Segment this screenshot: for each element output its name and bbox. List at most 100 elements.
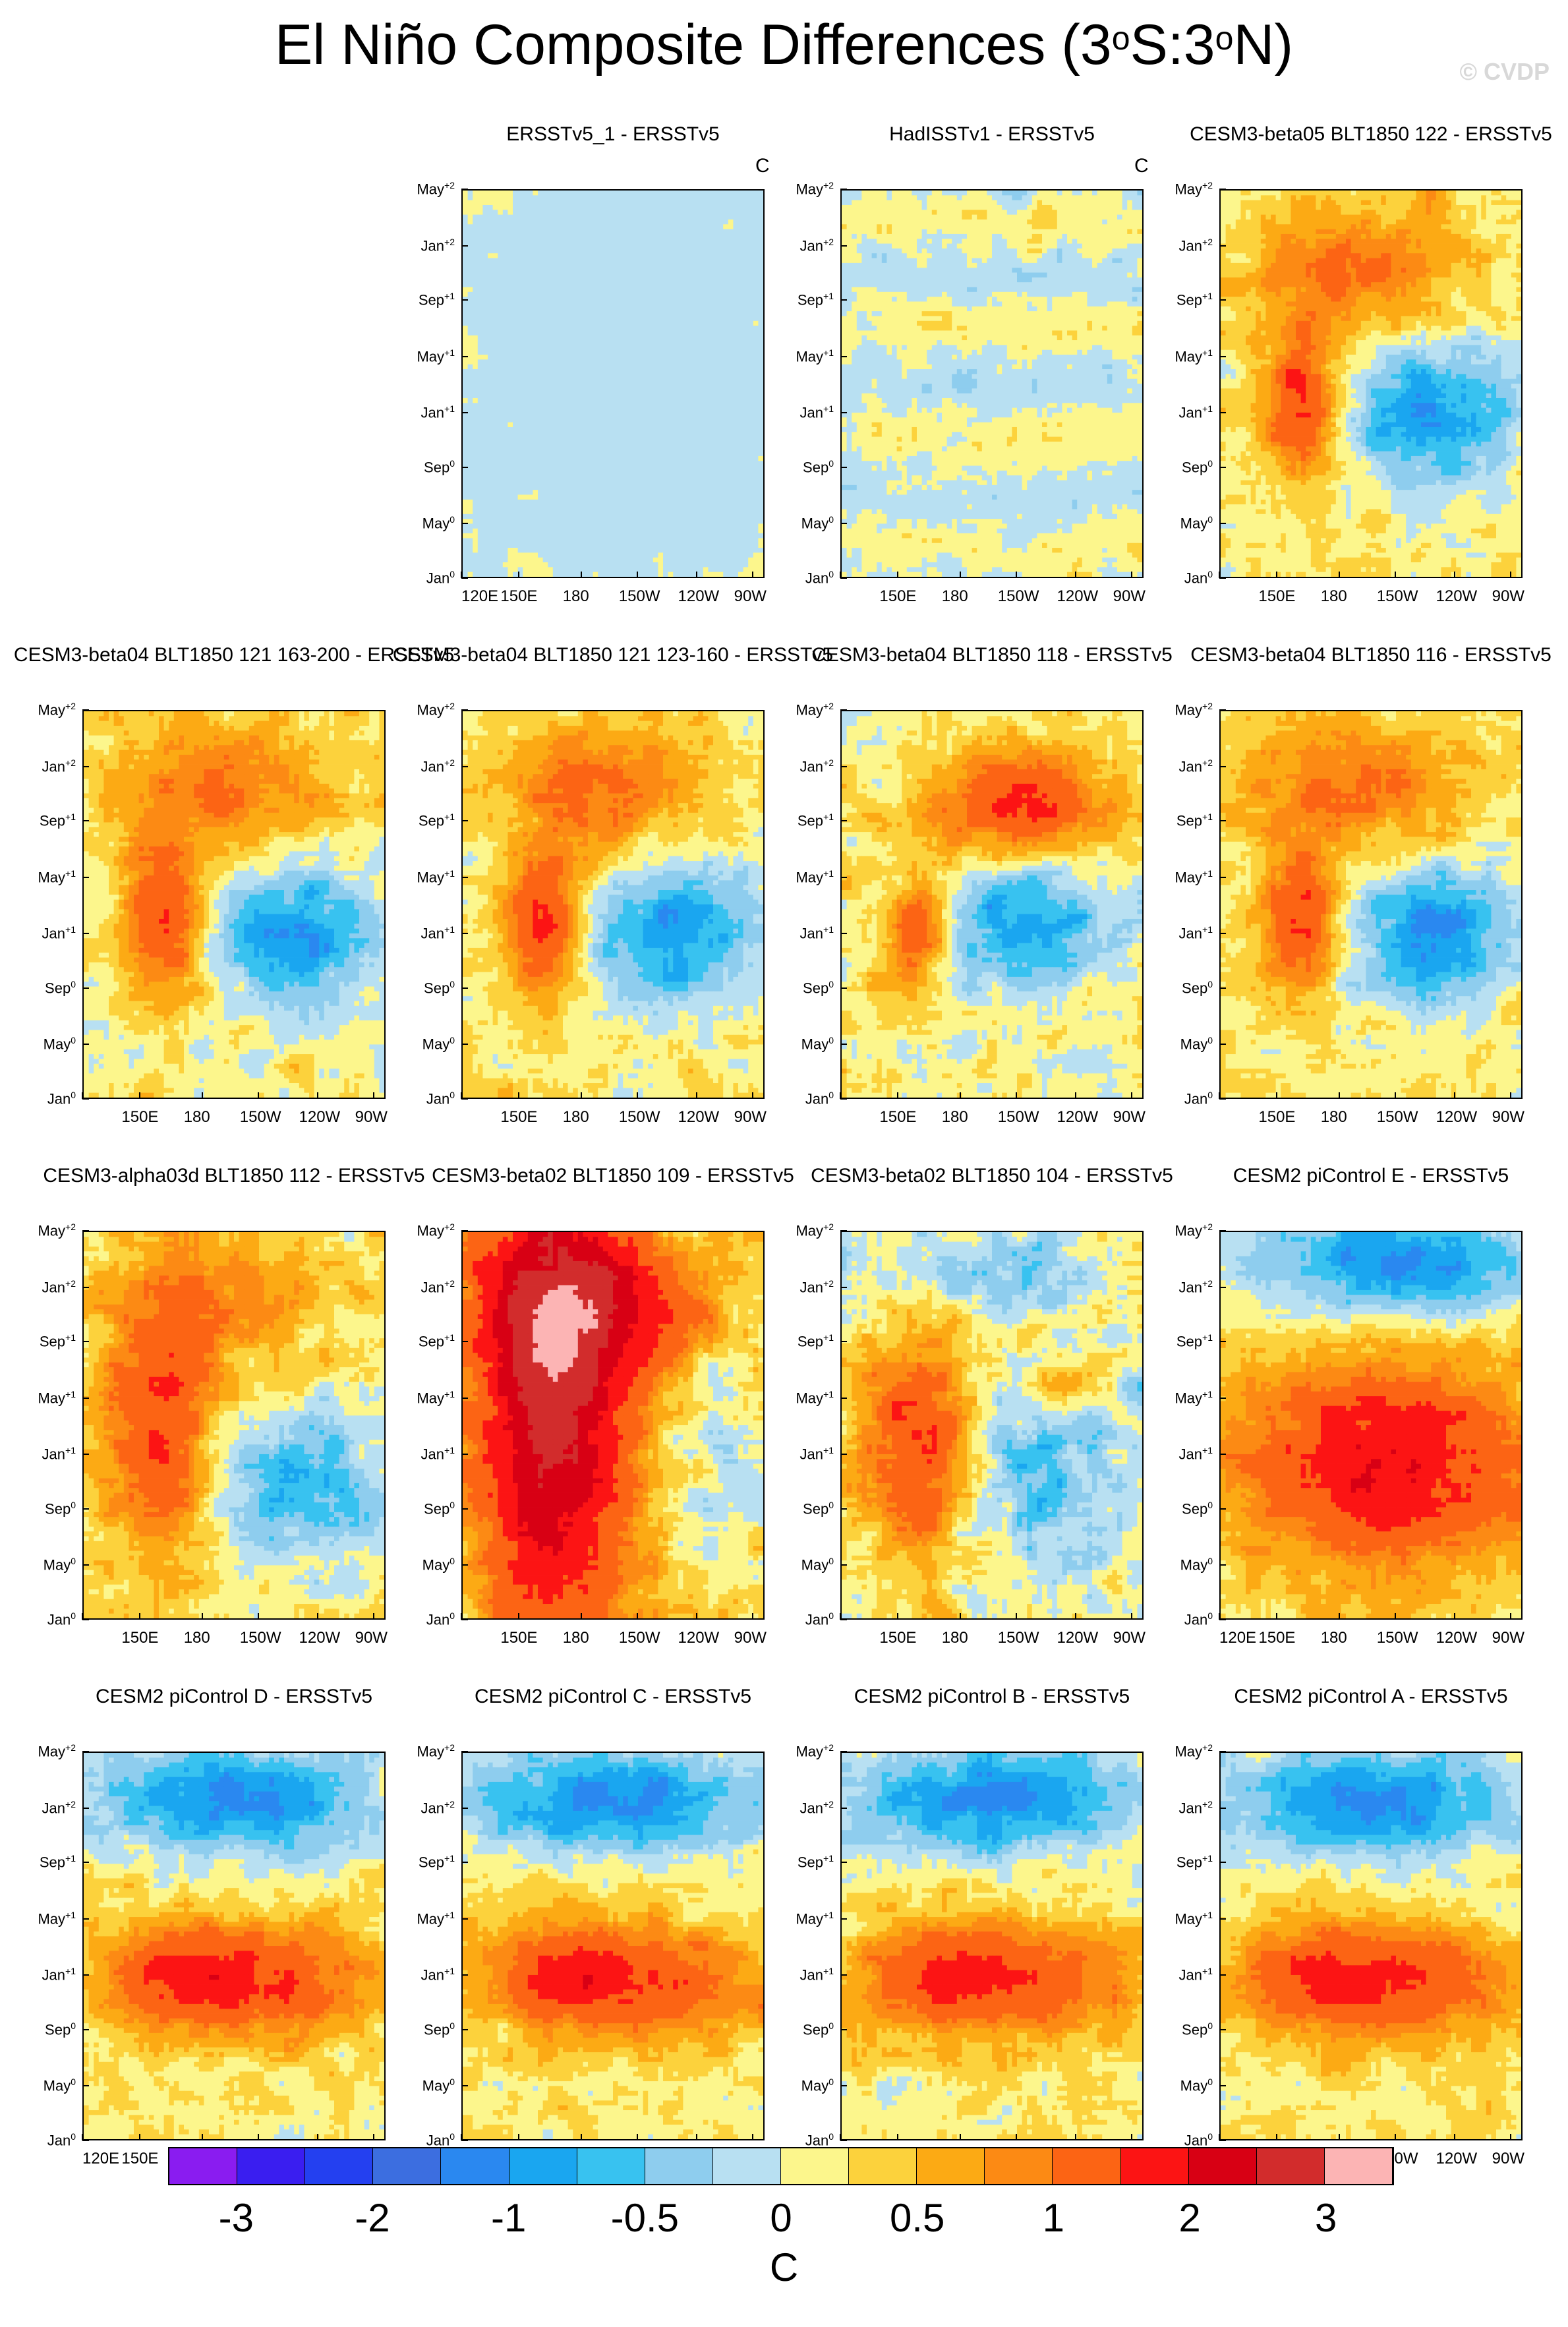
heatmap-cell <box>748 263 753 268</box>
heatmap-cell <box>703 244 709 249</box>
heatmap-cell <box>678 500 683 505</box>
heatmap-cell <box>758 514 763 519</box>
heatmap-cell <box>533 234 538 239</box>
heatmap-cell <box>573 481 578 486</box>
heatmap-cell <box>618 475 624 481</box>
heatmap-cell <box>543 442 548 447</box>
heatmap-cell <box>588 215 593 220</box>
heatmap-cell <box>668 191 674 196</box>
heatmap-cell <box>708 384 713 389</box>
heatmap-cell <box>473 432 478 437</box>
heatmap-cell <box>523 345 528 350</box>
heatmap-cell <box>733 321 738 326</box>
heatmap-cell <box>578 432 583 437</box>
heatmap-cell <box>713 533 718 539</box>
heatmap-cell <box>533 485 538 490</box>
heatmap-cell <box>503 533 508 539</box>
heatmap-cell <box>593 423 598 428</box>
heatmap-cell <box>703 538 709 543</box>
heatmap-cell <box>623 529 628 534</box>
heatmap-cell <box>678 543 683 548</box>
heatmap-cell <box>498 494 503 500</box>
heatmap-cell <box>598 417 603 423</box>
heatmap-cell <box>658 432 663 437</box>
heatmap-cell <box>493 379 498 384</box>
heatmap-cell <box>673 330 678 336</box>
heatmap-cell <box>468 215 473 220</box>
heatmap-cell <box>573 258 578 264</box>
heatmap-cell <box>638 297 643 302</box>
heatmap-cell <box>523 287 528 293</box>
heatmap-cell <box>482 408 488 413</box>
heatmap-cell <box>693 215 699 220</box>
heatmap-cell <box>563 423 568 428</box>
heatmap-cell <box>538 538 543 543</box>
heatmap-cell <box>583 359 588 365</box>
heatmap-cell <box>643 485 649 490</box>
heatmap-cell <box>548 461 553 466</box>
heatmap-cell <box>463 258 468 264</box>
heatmap-cell <box>693 249 699 254</box>
heatmap-cell <box>523 427 528 432</box>
heatmap-cell <box>688 215 693 220</box>
heatmap-cell <box>718 533 724 539</box>
heatmap-cell <box>468 292 473 297</box>
heatmap-cell <box>608 350 613 355</box>
heatmap-cell <box>503 529 508 534</box>
heatmap-cell <box>598 538 603 543</box>
heatmap-cell <box>738 195 743 200</box>
heatmap-cell <box>553 388 558 394</box>
heatmap-cell <box>493 504 498 510</box>
heatmap-cell <box>698 379 703 384</box>
heatmap-cell <box>758 355 763 360</box>
heatmap-cell <box>643 229 649 235</box>
heatmap-cell <box>498 485 503 490</box>
heatmap-cell <box>658 552 663 558</box>
heatmap-cell <box>748 374 753 379</box>
heatmap-cell <box>538 504 543 510</box>
heatmap-cell <box>533 340 538 345</box>
heatmap-cell <box>598 562 603 568</box>
heatmap-cell <box>678 205 683 210</box>
heatmap-cell <box>623 432 628 437</box>
heatmap-cell <box>478 191 483 196</box>
heatmap-cell <box>618 311 624 316</box>
heatmap-cell <box>703 548 709 553</box>
heatmap-cell <box>758 384 763 389</box>
heatmap-cell <box>608 529 613 534</box>
heatmap-cell <box>733 307 738 312</box>
heatmap-cell <box>493 523 498 529</box>
heatmap-cell <box>558 427 563 432</box>
heatmap-cell <box>663 355 668 360</box>
heatmap-cell <box>583 258 588 264</box>
heatmap-cell <box>698 523 703 529</box>
heatmap-cell <box>533 326 538 331</box>
heatmap-cell <box>573 388 578 394</box>
heatmap-cell <box>508 336 513 341</box>
heatmap-cell <box>628 437 633 442</box>
heatmap-cell <box>528 297 533 302</box>
heatmap-cell <box>608 268 613 273</box>
heatmap-cell <box>488 456 493 461</box>
heatmap-cell <box>668 552 674 558</box>
heatmap-cell <box>613 533 618 539</box>
heatmap-cell <box>503 340 508 345</box>
heatmap-cell <box>523 500 528 505</box>
heatmap-cell <box>633 249 638 254</box>
heatmap-cell <box>573 355 578 360</box>
heatmap-cell <box>568 494 573 500</box>
heatmap-cell <box>668 234 674 239</box>
heatmap-cell <box>468 408 473 413</box>
heatmap-cell <box>498 374 503 379</box>
heatmap-cell <box>708 200 713 206</box>
heatmap-cell <box>658 548 663 553</box>
heatmap-cell <box>473 408 478 413</box>
heatmap-cell <box>553 253 558 258</box>
heatmap-cell <box>518 249 523 254</box>
heatmap-cell <box>718 345 724 350</box>
heatmap-cell <box>658 301 663 307</box>
heatmap-cell <box>877 200 882 206</box>
heatmap-cell <box>578 239 583 244</box>
heatmap-cell <box>703 500 709 505</box>
heatmap-cell <box>633 471 638 476</box>
